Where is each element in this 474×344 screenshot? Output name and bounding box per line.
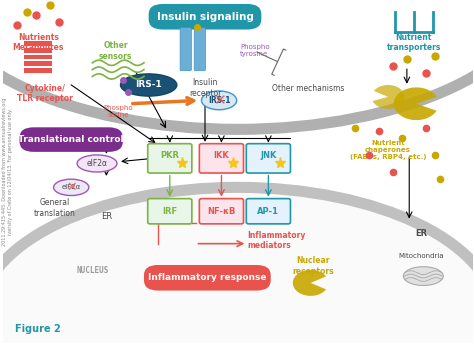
Ellipse shape — [77, 155, 117, 172]
Text: NF-κB: NF-κB — [207, 207, 236, 216]
FancyBboxPatch shape — [200, 144, 244, 173]
Text: Phospho
tyrosine: Phospho tyrosine — [240, 44, 270, 57]
Text: ✕: ✕ — [213, 93, 226, 108]
Text: AP-1: AP-1 — [257, 207, 279, 216]
Wedge shape — [373, 85, 404, 109]
Text: ER: ER — [415, 229, 427, 238]
FancyBboxPatch shape — [148, 198, 192, 224]
Ellipse shape — [54, 179, 89, 195]
FancyBboxPatch shape — [194, 28, 205, 71]
Text: eIF2α: eIF2α — [87, 159, 108, 168]
Text: CYTOSOL: CYTOSOL — [25, 140, 57, 149]
Ellipse shape — [120, 74, 177, 96]
Text: Mitochondria: Mitochondria — [398, 252, 444, 259]
FancyBboxPatch shape — [19, 127, 123, 152]
Text: Inflammatory
mediators: Inflammatory mediators — [247, 230, 306, 250]
Bar — [24, 62, 53, 66]
Ellipse shape — [201, 91, 237, 110]
Text: PKR: PKR — [160, 151, 179, 160]
Text: ✕: ✕ — [66, 181, 76, 194]
FancyBboxPatch shape — [246, 198, 291, 224]
FancyBboxPatch shape — [180, 28, 191, 71]
Ellipse shape — [0, 191, 474, 344]
FancyBboxPatch shape — [149, 4, 261, 30]
Ellipse shape — [403, 267, 443, 286]
Text: NUCLEUS: NUCLEUS — [76, 267, 109, 276]
Text: Phospho
serine: Phospho serine — [103, 106, 133, 118]
Wedge shape — [394, 87, 437, 120]
Text: eIF2α: eIF2α — [62, 184, 81, 190]
Text: Other mechanisms: Other mechanisms — [272, 84, 345, 93]
Text: Cytokine/
TLR receptor: Cytokine/ TLR receptor — [18, 84, 73, 103]
Bar — [24, 41, 53, 46]
Text: 2011.29:415-445. Downloaded from www.annualreviews.org
iversity of Crete on 12/0: 2011.29:415-445. Downloaded from www.ann… — [2, 98, 13, 246]
Text: Other
sensors: Other sensors — [99, 41, 132, 61]
Text: Nutrients
Metabolites: Nutrients Metabolites — [13, 33, 64, 52]
Text: Nuclear
receptors: Nuclear receptors — [292, 256, 334, 276]
Text: Insulin signaling: Insulin signaling — [156, 12, 254, 22]
Bar — [24, 48, 53, 53]
Text: IRF: IRF — [162, 207, 177, 216]
Text: Translational control: Translational control — [18, 135, 124, 144]
Text: IRS-1: IRS-1 — [135, 80, 162, 89]
Text: General
translation: General translation — [34, 198, 76, 217]
FancyBboxPatch shape — [148, 144, 192, 173]
Text: Inflammatory response: Inflammatory response — [148, 273, 266, 282]
Text: Figure 2: Figure 2 — [15, 324, 61, 334]
FancyBboxPatch shape — [144, 265, 271, 291]
Bar — [24, 68, 53, 73]
Text: ER: ER — [101, 212, 112, 221]
Wedge shape — [293, 270, 326, 296]
Text: Nutrient
chaperones
(FABPs, RBP4, etc.): Nutrient chaperones (FABPs, RBP4, etc.) — [350, 140, 426, 160]
Text: Insulin
receptor: Insulin receptor — [189, 78, 221, 98]
Text: JNK: JNK — [260, 151, 276, 160]
Bar — [24, 55, 53, 60]
FancyBboxPatch shape — [200, 198, 244, 224]
Text: Nutrient
transporters: Nutrient transporters — [387, 33, 441, 52]
Text: IKK: IKK — [214, 151, 229, 160]
Text: IRS-1: IRS-1 — [208, 96, 230, 105]
FancyBboxPatch shape — [246, 144, 291, 173]
